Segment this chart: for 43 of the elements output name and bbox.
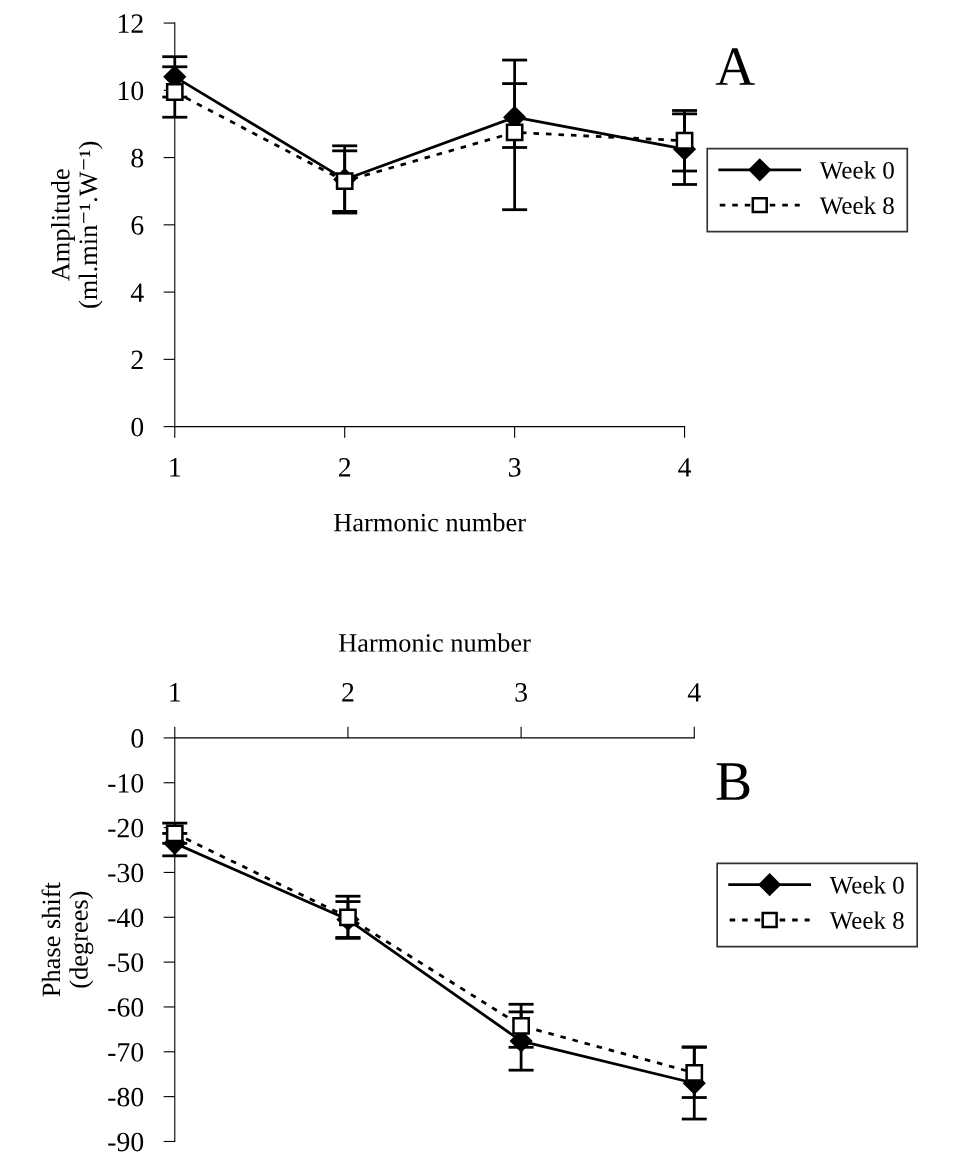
x-tick-label: 4 xyxy=(687,683,701,702)
y-tick-label: -80 xyxy=(108,1087,144,1107)
y-tick-label: -60 xyxy=(108,998,144,1017)
y-axis-title: Amplitude (ml.min⁻¹.W⁻¹) xyxy=(51,141,103,308)
point xyxy=(339,908,357,927)
point xyxy=(685,1063,704,1082)
x-tick-label: 1 xyxy=(170,683,181,702)
y-tick-label: 0 xyxy=(131,729,144,748)
y-axis-title: Phase shift (degrees) xyxy=(41,882,94,997)
y-tick-label: 8 xyxy=(131,148,144,168)
text: B xyxy=(716,763,750,800)
point xyxy=(165,824,184,843)
y-tick-label: 0 xyxy=(131,417,144,437)
legend-label: Week 0 xyxy=(819,161,894,179)
x-axis-title: Harmonic number xyxy=(338,633,531,652)
x-tick-label: 1 xyxy=(170,458,181,477)
x-tick-label: 2 xyxy=(342,683,354,702)
point xyxy=(512,1016,530,1035)
y-tick-label: 10 xyxy=(118,81,144,101)
y-tick-label: 4 xyxy=(130,283,144,302)
legend-label: Week 8 xyxy=(829,911,904,930)
y-tick-label: -10 xyxy=(108,773,144,793)
x-tick-label: 3 xyxy=(509,458,521,477)
y-tick-label: -90 xyxy=(108,1132,144,1152)
point xyxy=(165,83,184,101)
point xyxy=(505,123,524,142)
y-tick-label: -40 xyxy=(108,908,144,928)
legend-label: Week 8 xyxy=(819,196,894,215)
y-tick-label: -50 xyxy=(108,953,144,973)
point xyxy=(675,131,694,150)
point xyxy=(335,172,354,191)
y-tick-label: -20 xyxy=(108,818,144,838)
x-tick-label: 2 xyxy=(338,458,351,477)
y-tick-label: -30 xyxy=(108,863,144,883)
text: A xyxy=(715,48,755,85)
y-tick-label: 12 xyxy=(118,14,143,33)
x-tick-label: 4 xyxy=(678,458,692,477)
y-tick-label: 2 xyxy=(131,350,143,369)
x-tick-label: 3 xyxy=(515,683,527,702)
legend-label: Week 0 xyxy=(829,876,904,894)
y-tick-label: -70 xyxy=(108,1042,144,1062)
y-tick-label: 6 xyxy=(131,216,144,235)
x-axis-title: Harmonic number xyxy=(334,512,526,532)
